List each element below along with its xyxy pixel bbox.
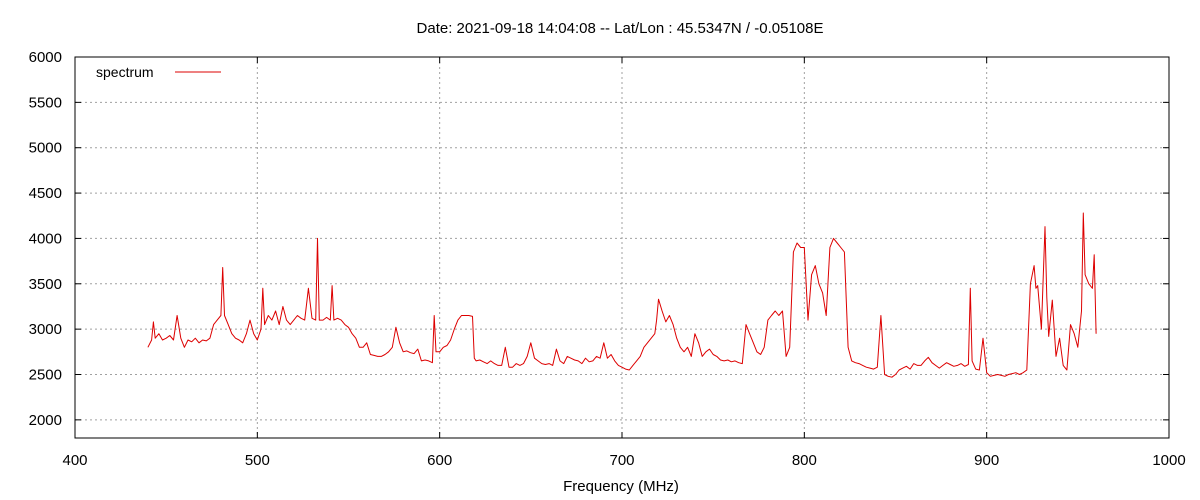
x-tick-label: 700 — [609, 452, 634, 469]
grid-lines — [75, 57, 1169, 438]
x-tick-label: 900 — [974, 452, 999, 469]
y-tick-label: 5500 — [29, 94, 62, 111]
y-axis: 2000 2500 3000 3500 4000 4500 5000 5500 6000 — [29, 49, 1169, 429]
x-tick-label: 800 — [792, 452, 817, 469]
series-line-spectrum — [147, 212, 1097, 378]
x-axis: 400 500 600 700 800 900 1000 — [62, 57, 1186, 469]
legend: spectrum — [96, 64, 221, 80]
y-tick-label: 2000 — [29, 412, 62, 429]
y-tick-label: 3500 — [29, 276, 62, 293]
legend-label-spectrum: spectrum — [96, 64, 154, 80]
x-tick-label: 1000 — [1152, 452, 1185, 469]
series-layer — [147, 212, 1097, 378]
x-axis-label: Frequency (MHz) — [563, 478, 679, 495]
y-tick-label: 2500 — [29, 367, 62, 384]
chart-title: Date: 2021-09-18 14:04:08 -- Lat/Lon : 4… — [417, 20, 824, 37]
y-tick-label: 4000 — [29, 230, 62, 247]
x-tick-label: 600 — [427, 452, 452, 469]
y-tick-label: 6000 — [29, 49, 62, 66]
x-tick-label: 500 — [245, 452, 270, 469]
x-tick-label: 400 — [62, 452, 87, 469]
y-tick-label: 5000 — [29, 140, 62, 157]
y-tick-label: 3000 — [29, 321, 62, 338]
y-tick-label: 4500 — [29, 185, 62, 202]
